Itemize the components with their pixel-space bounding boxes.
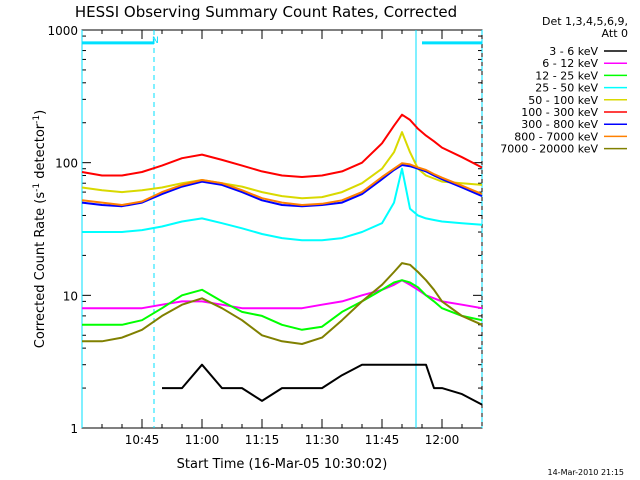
legend-header-attenuator: Att 0 [602,27,628,40]
series-line-2 [82,279,483,331]
series-line-6 [81,164,483,208]
legend-header-detectors: Det 1,3,4,5,6,9, [542,15,628,28]
x-tick-label: 11:45 [365,433,400,447]
y-axis-label-main: Corrected Count Rate (s [33,192,48,349]
series-line-0 [162,363,483,406]
x-tick-label: 11:15 [245,433,280,447]
legend-label: 100 - 300 keV [521,106,598,119]
x-tick-label: 12:00 [425,433,460,447]
series-line-7 [81,162,483,206]
y-tick-label: 100 [55,157,78,171]
legend-label: 300 - 800 keV [521,118,598,131]
series-line-4 [81,131,483,200]
legend-label: 25 - 50 keV [535,82,598,95]
series-line-3 [82,167,483,242]
series-lines [81,113,483,406]
y-axis-label-sup2: -1 [32,115,42,124]
chart-title: HESSI Observing Summary Count Rates, Cor… [75,3,457,21]
series-line-1 [82,279,483,310]
legend-label: 3 - 6 keV [549,45,598,58]
legend-label: 800 - 7000 keV [514,130,598,143]
y-axis-label-sup1: -1 [32,183,42,192]
legend-label: 7000 - 20000 keV [500,143,598,156]
legend-label: 6 - 12 keV [542,57,598,70]
legend-label: 50 - 100 keV [528,94,598,107]
x-tick-label: 10:45 [125,433,160,447]
time-markers [81,30,483,428]
y-axis-label-end: ) [33,110,48,115]
y-axis-label: Corrected Count Rate (s-1 detector-1) [32,110,48,348]
x-tick-label: 11:30 [305,433,340,447]
series-line-5 [81,113,483,178]
x-axis-label: Start Time (16-Mar-05 10:30:02) [177,457,388,472]
attenuator-bar-label: N [152,36,159,46]
legend-label: 12 - 25 keV [535,69,598,82]
series-line-8 [82,262,483,345]
y-axis-label-mid: detector [33,123,48,183]
y-tick-label: 10 [63,289,78,303]
plot-frame [81,29,483,429]
y-tick-label: 1 [70,422,78,436]
footer-timestamp: 14-Mar-2010 21:15 [548,468,625,477]
x-tick-label: 11:00 [185,433,220,447]
attenuator-bars: N [82,36,482,46]
y-tick-label: 1000 [47,24,78,38]
